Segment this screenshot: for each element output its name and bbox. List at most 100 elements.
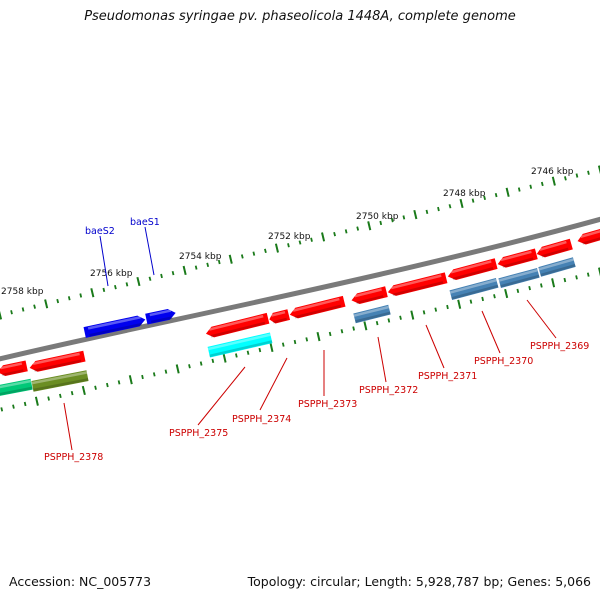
scale-tick — [160, 273, 163, 279]
scale-tick — [493, 294, 496, 299]
scale-label: 2748 kbp — [443, 189, 486, 199]
gene-label-pspph-2378[interactable]: PSPPH_2378 — [44, 452, 103, 463]
leader-baeS2 — [99, 235, 109, 287]
scale-tick — [194, 265, 198, 270]
scale-tick — [587, 170, 590, 175]
gene-label-pspph-2375[interactable]: PSPPH_2375 — [169, 428, 228, 439]
gene-label-pspph-2374[interactable]: PSPPH_2374 — [232, 414, 291, 425]
scale-labels: 2746 kbp 2748 kbp 2750 kbp 2752 kbp 2754… — [1, 167, 574, 297]
scale-tick — [246, 350, 250, 355]
feature-block-body — [449, 277, 499, 301]
scale-tick — [0, 310, 3, 320]
scale-tick — [575, 275, 578, 280]
scale-tick — [293, 339, 297, 345]
gene-label-pspph-2369[interactable]: PSPPH_2369 — [530, 341, 589, 352]
scale-tick — [471, 198, 475, 203]
cds-arrow-body — [269, 309, 291, 324]
gene-arrow-baeS2-highlight — [87, 316, 141, 330]
scale-tick — [117, 380, 121, 385]
scale-tick — [114, 284, 117, 290]
cds-arrow — [577, 227, 600, 245]
scale-label: 2750 kbp — [356, 212, 399, 222]
cds-arrow — [351, 286, 388, 305]
cds-arrow — [205, 312, 270, 338]
feature-block — [207, 332, 273, 358]
scale-tick — [34, 396, 39, 406]
cds-arrow — [447, 258, 498, 281]
genome-title: Pseudomonas syringae pv. phaseolicola 14… — [84, 9, 516, 24]
scale-tick — [540, 283, 543, 288]
cds-arrow — [0, 360, 28, 377]
scale-tick — [356, 226, 360, 231]
scale-tick — [136, 276, 141, 287]
leader-baeS1 — [144, 226, 155, 276]
cds-arrow-highlight — [0, 362, 23, 370]
scale-tick — [175, 364, 180, 374]
scale-tick — [199, 361, 203, 366]
gene-label-baeS1[interactable]: baeS1 — [130, 217, 160, 228]
scale-tick — [402, 215, 406, 220]
scale-tick — [23, 401, 27, 407]
scale-tick — [399, 315, 402, 320]
feature-block — [0, 378, 33, 398]
leader-pspph-2370 — [481, 310, 501, 354]
leader-pspph-2372 — [377, 336, 387, 383]
accession-text: Accession: NC_005773 — [9, 574, 152, 589]
cds-arrow — [387, 272, 448, 297]
feature-block-highlight — [207, 333, 271, 351]
scale-tick — [90, 288, 95, 298]
scale-tick — [434, 307, 438, 312]
cds-arrow-highlight — [539, 240, 567, 251]
feature-block — [449, 277, 499, 301]
gene-label-baeS2[interactable]: baeS2 — [85, 226, 115, 237]
cds-arrow-shade — [582, 236, 600, 245]
cds-arrow-highlight — [354, 288, 382, 298]
leader-pspph-2374 — [259, 357, 288, 411]
leader-pspph-2378 — [63, 402, 73, 451]
gene-arrow-baeS1-highlight — [149, 309, 172, 317]
scale-tick — [459, 198, 464, 209]
feature-block-shade — [32, 378, 89, 392]
cds-arrow-highlight — [500, 250, 532, 262]
cds-arrow-highlight — [580, 229, 600, 239]
scale-tick — [305, 337, 309, 342]
gene-arrow-baeS2-shade — [89, 322, 143, 337]
feature-block — [538, 257, 576, 277]
scale-label: 2746 kbp — [531, 167, 574, 177]
feature-block-body — [353, 304, 391, 324]
cds-arrow — [497, 248, 538, 268]
cds-arrow-body — [289, 295, 346, 319]
gene-label-pspph-2372[interactable]: PSPPH_2372 — [359, 385, 418, 396]
scale-tick — [375, 320, 379, 326]
cds-arrow-highlight — [32, 352, 80, 365]
scale-tick — [367, 221, 372, 231]
scale-tick — [128, 375, 133, 385]
scale-tick — [446, 304, 449, 310]
cds-arrow-shade — [356, 295, 384, 305]
scale-tick — [217, 259, 221, 265]
scale-tick — [125, 282, 129, 287]
cds-arrow-body — [497, 248, 538, 268]
scale-tick — [235, 353, 238, 358]
cds-arrow-shade — [272, 317, 288, 324]
gene-label-pspph-2373[interactable]: PSPPH_2373 — [298, 399, 357, 410]
cds-arrow — [289, 295, 346, 319]
gene-label-pspph-2371[interactable]: PSPPH_2371 — [418, 371, 477, 382]
feature-block-body — [538, 257, 576, 277]
scale-tick — [528, 285, 531, 291]
gene-label-pspph-2370[interactable]: PSPPH_2370 — [474, 356, 533, 367]
cds-arrow-highlight — [390, 274, 442, 290]
gene-labels: baeS1 baeS2 PSPPH_2369 PSPPH_2370 PSPPH_… — [44, 217, 589, 463]
scale-tick — [94, 385, 97, 390]
genome-stats-text: Topology: circular; Length: 5,928,787 bp… — [247, 574, 591, 589]
scale-tick — [258, 347, 262, 353]
scale-label: 2752 kbp — [268, 232, 311, 242]
label-leader-lines — [63, 226, 557, 451]
feature-block-shade — [451, 284, 499, 300]
leader-pspph-2371 — [425, 324, 445, 369]
feature-block — [498, 267, 540, 289]
cds-arrow-shade — [541, 247, 569, 258]
cds-arrow-shade — [294, 304, 342, 319]
inner-scale-ticks — [0, 267, 600, 412]
